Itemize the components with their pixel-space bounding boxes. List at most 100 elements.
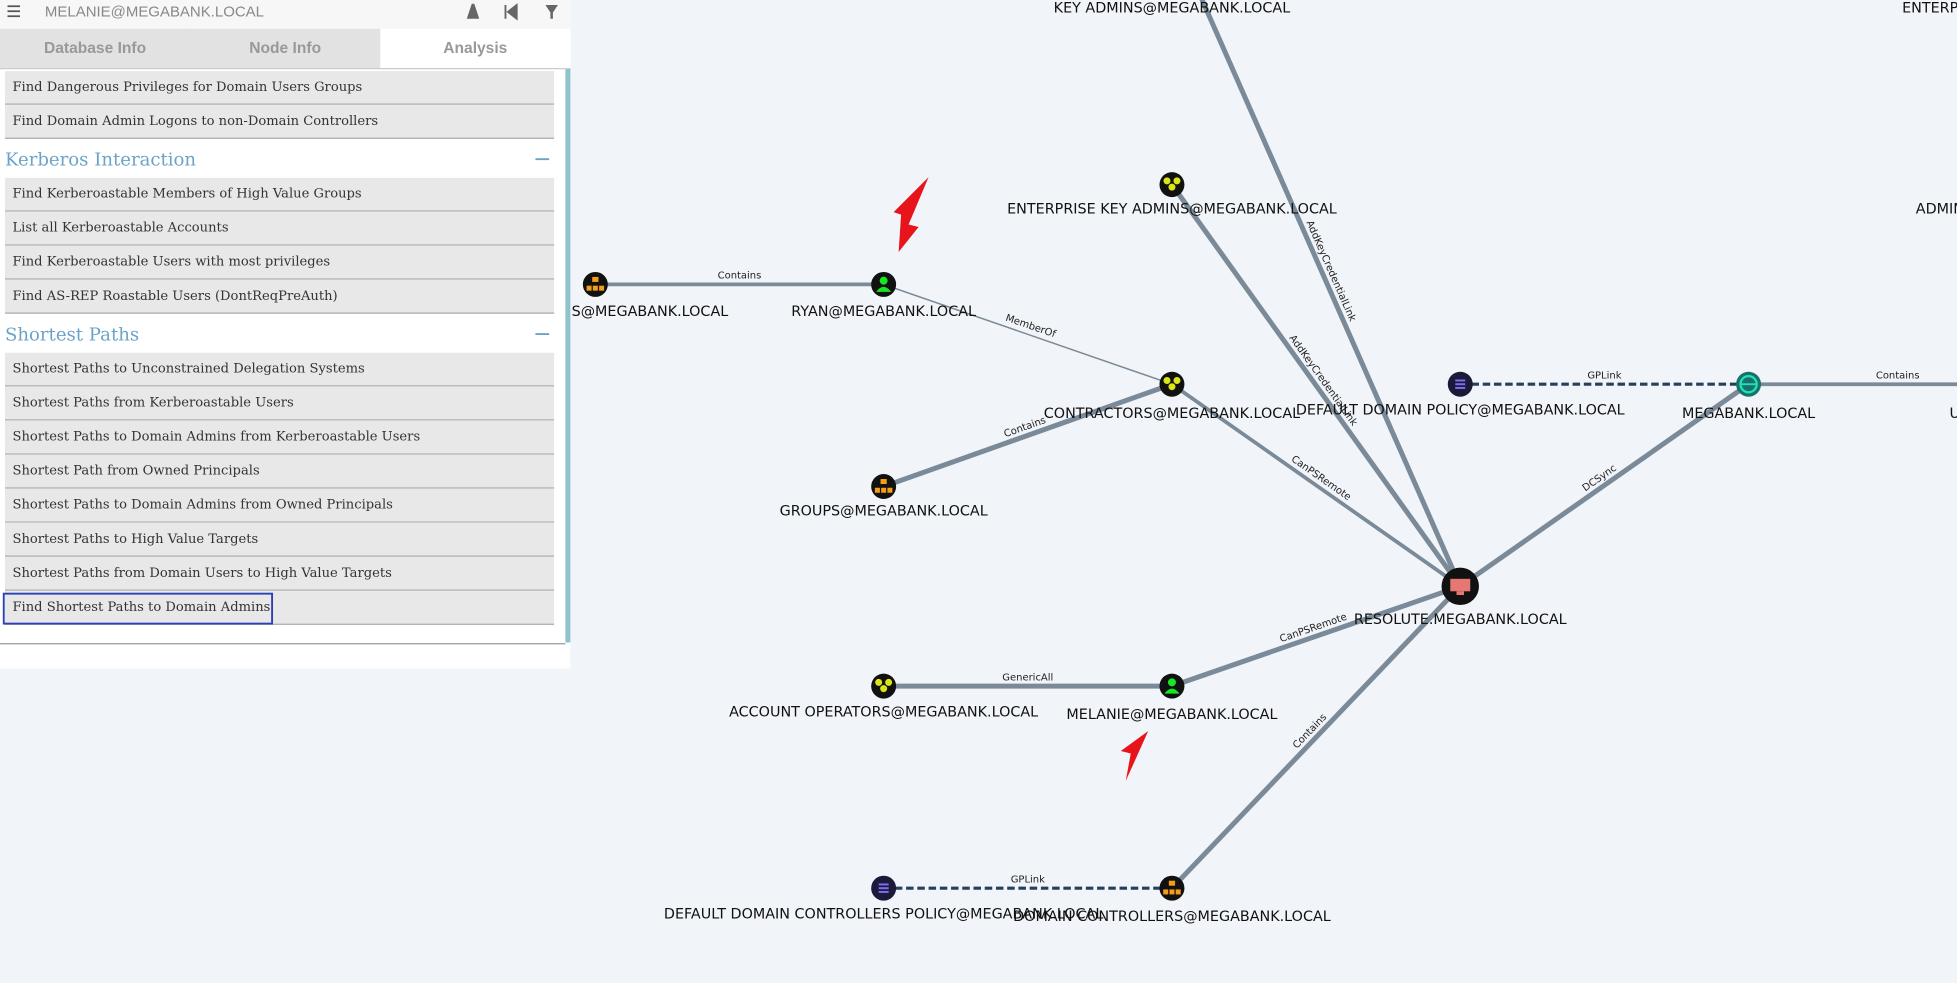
query-text[interactable]: Find Kerberoastable Users with most priv… bbox=[12, 255, 330, 270]
edge-label: Contains bbox=[1876, 370, 1920, 381]
section-title[interactable]: Shortest Paths bbox=[5, 324, 139, 345]
globe bbox=[1739, 374, 1758, 394]
node-icon[interactable] bbox=[871, 474, 897, 499]
group-member bbox=[885, 678, 893, 686]
node-label[interactable]: ENTERP bbox=[1902, 1, 1957, 17]
query-text[interactable]: Find AS-REP Roastable Users (DontReqPreA… bbox=[12, 289, 337, 304]
query-text[interactable]: Shortest Paths from Domain Users to High… bbox=[12, 566, 392, 581]
edge-label: MemberOf bbox=[1004, 313, 1058, 341]
query-item[interactable] bbox=[4, 105, 555, 138]
tab-label[interactable]: Node Info bbox=[249, 40, 321, 57]
monitor-stand bbox=[1456, 591, 1465, 596]
ou-top bbox=[592, 276, 599, 282]
group-member bbox=[880, 685, 888, 693]
group-member bbox=[1173, 177, 1181, 185]
gpo-line bbox=[1455, 386, 1466, 389]
user-body bbox=[1164, 688, 1180, 694]
ou-leaf bbox=[1175, 889, 1181, 895]
edge bbox=[1458, 382, 1751, 589]
node-label[interactable]: MELANIE@MEGABANK.LOCAL bbox=[1066, 707, 1277, 723]
query-item[interactable] bbox=[4, 245, 555, 279]
ou-top bbox=[1168, 880, 1176, 886]
query-text[interactable]: Shortest Paths to Domain Admins from Own… bbox=[12, 498, 393, 513]
node-label[interactable]: DEFAULT DOMAIN POLICY@MEGABANK.LOCAL bbox=[1296, 402, 1625, 418]
node-label[interactable]: KEY ADMINS@MEGABANK.LOCAL bbox=[1054, 1, 1291, 17]
node-label[interactable]: S@MEGABANK.LOCAL bbox=[572, 304, 729, 320]
menu-icon[interactable] bbox=[7, 5, 20, 18]
nodes: KEY ADMINS@MEGABANK.LOCAL ENTERP ENTERPRIS… bbox=[572, 1, 1957, 925]
scrollbar[interactable] bbox=[565, 68, 571, 643]
node-label[interactable]: ACCOUNT OPERATORS@MEGABANK.LOCAL bbox=[729, 704, 1038, 720]
query-item[interactable] bbox=[4, 211, 555, 245]
ou-leaf bbox=[1169, 889, 1175, 895]
query-text[interactable]: Find Dangerous Privileges for Domain Use… bbox=[12, 80, 362, 95]
user-head bbox=[1167, 678, 1176, 687]
node-label[interactable]: RESOLUTE.MEGABANK.LOCAL bbox=[1354, 612, 1567, 628]
query-item[interactable] bbox=[4, 386, 555, 420]
tab-label[interactable]: Database Info bbox=[44, 40, 146, 57]
filter-icon[interactable] bbox=[545, 4, 558, 19]
edge bbox=[883, 283, 1173, 385]
node-label[interactable]: CONTRACTORS@MEGABANK.LOCAL bbox=[1044, 406, 1300, 422]
query-text[interactable]: List all Kerberoastable Accounts bbox=[12, 221, 228, 236]
node-label[interactable]: DEFAULT DOMAIN CONTROLLERS POLICY@MEGABA… bbox=[664, 906, 1103, 922]
group-member bbox=[1163, 177, 1171, 185]
gpo-line bbox=[878, 890, 889, 893]
query-text[interactable]: Shortest Path from Owned Principals bbox=[12, 464, 259, 479]
query-text[interactable]: Shortest Paths to High Value Targets bbox=[12, 532, 258, 547]
query-text[interactable]: Shortest Paths to Unconstrained Delegati… bbox=[12, 362, 365, 377]
query-item[interactable] bbox=[4, 71, 555, 104]
query-item[interactable] bbox=[4, 557, 555, 590]
side-panel: MELANIE@MEGABANK.LOCAL Database Info Node… bbox=[0, 0, 571, 669]
group-member bbox=[1168, 383, 1176, 391]
gpo-line bbox=[1455, 379, 1466, 382]
query-item[interactable] bbox=[4, 489, 555, 522]
node-label[interactable]: MEGABANK.LOCAL bbox=[1682, 406, 1815, 422]
query-text[interactable]: Find Kerberoastable Members of High Valu… bbox=[12, 187, 361, 202]
node-icon[interactable] bbox=[582, 271, 608, 297]
section-title[interactable]: Kerberos Interaction bbox=[5, 149, 196, 170]
query-item[interactable] bbox=[4, 523, 555, 556]
pathfind-icon[interactable] bbox=[466, 3, 480, 19]
search-text[interactable]: MELANIE@MEGABANK.LOCAL bbox=[45, 3, 264, 20]
edge bbox=[1169, 183, 1463, 588]
gpo-line bbox=[878, 887, 889, 890]
query-item[interactable] bbox=[4, 280, 555, 313]
ou-leaf bbox=[881, 487, 887, 493]
query-text[interactable]: Find Domain Admin Logons to non-Domain C… bbox=[12, 114, 378, 129]
user-head bbox=[879, 276, 888, 285]
node-label[interactable]: ADMIN bbox=[1916, 202, 1957, 218]
query-text[interactable]: Shortest Paths to Domain Admins from Ker… bbox=[12, 430, 420, 445]
gpo-line bbox=[1455, 383, 1466, 386]
node-label[interactable]: RYAN@MEGABANK.LOCAL bbox=[791, 304, 976, 320]
back-icon[interactable] bbox=[504, 3, 518, 21]
tab[interactable] bbox=[190, 28, 381, 69]
query-item[interactable] bbox=[4, 454, 555, 488]
query-item[interactable] bbox=[4, 420, 555, 454]
edge bbox=[882, 381, 1173, 489]
tab[interactable] bbox=[380, 28, 571, 69]
edge bbox=[1171, 583, 1462, 689]
query-text[interactable]: Shortest Paths from Kerberoastable Users bbox=[12, 396, 293, 411]
ou-leaf bbox=[874, 487, 880, 493]
edge-label: CanPSRemote bbox=[1289, 454, 1353, 503]
monitor bbox=[1450, 578, 1471, 592]
group-member bbox=[1163, 376, 1171, 384]
red-arrow bbox=[1120, 731, 1149, 781]
node-label[interactable]: DOMAIN CONTROLLERS@MEGABANK.LOCAL bbox=[1013, 909, 1331, 925]
node-label[interactable]: GROUPS@MEGABANK.LOCAL bbox=[780, 503, 988, 519]
ou-leaf bbox=[1163, 889, 1169, 895]
query-item[interactable] bbox=[4, 177, 555, 211]
edge-label: GPLink bbox=[1587, 370, 1621, 381]
query-item[interactable] bbox=[4, 352, 555, 386]
node-label[interactable]: ENTERPRISE KEY ADMINS@MEGABANK.LOCAL bbox=[1007, 202, 1337, 218]
node-icon[interactable] bbox=[1159, 875, 1185, 901]
tab-label[interactable]: Analysis bbox=[443, 40, 507, 57]
tab[interactable] bbox=[0, 28, 191, 69]
query-item[interactable] bbox=[4, 591, 555, 624]
group-member bbox=[1173, 376, 1181, 384]
node-label[interactable]: U bbox=[1950, 406, 1957, 422]
edge-label: AddKeyCredentialLink bbox=[1303, 219, 1357, 323]
query-text[interactable]: Find Shortest Paths to Domain Admins bbox=[12, 600, 270, 615]
